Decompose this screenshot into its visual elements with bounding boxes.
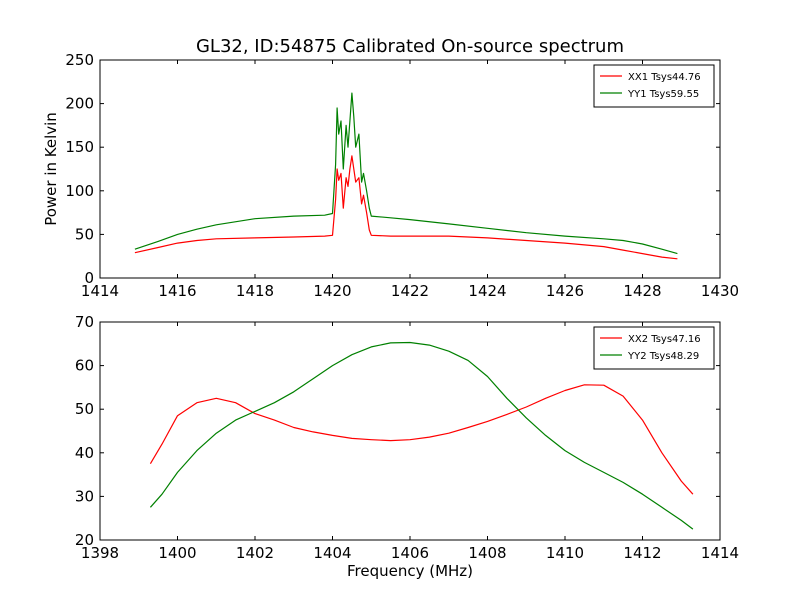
y-tick-label: 20 xyxy=(75,531,94,549)
x-tick-label: 1404 xyxy=(313,544,351,562)
x-tick-label: 1402 xyxy=(236,544,274,562)
y-tick-label: 40 xyxy=(75,444,94,462)
plots: 1414 1416 1418 1420 1422 1424 1426 1428 14300501… xyxy=(42,36,739,580)
x-tick-label: 1426 xyxy=(546,282,584,300)
x-tick-label: 1418 xyxy=(236,282,274,300)
x-tick-label: 1420 xyxy=(313,282,351,300)
legend-label: YY1 Tsys59.55 xyxy=(627,89,699,100)
y-tick-label: 200 xyxy=(65,95,94,113)
x-tick-label: 1406 xyxy=(391,544,429,562)
x-tick-label: 1408 xyxy=(468,544,506,562)
y-tick-label: 60 xyxy=(75,357,94,375)
legend-label: YY2 Tsys48.29 xyxy=(627,351,699,362)
chart-panel-2: 1398 1400 1402 1404 1406 1408 1410 1412 1414 20 30… xyxy=(75,313,739,580)
x-tick-label: 1414 xyxy=(701,544,739,562)
y-tick-label: 30 xyxy=(75,487,94,505)
y-axis-label: Power in Kelvin xyxy=(42,112,60,226)
series-line-2 xyxy=(149,341,694,530)
series-line-2 xyxy=(134,92,678,255)
chart-panel-1: 1414 1416 1418 1420 1422 1424 1426 1428 1430 0 50 1… xyxy=(42,36,739,300)
legend: XX1 Tsys44.76 YY1 Tsys59.55 xyxy=(593,64,715,108)
x-tick-label: 1430 xyxy=(701,282,739,300)
y-tick-label: 70 xyxy=(75,313,94,331)
legend: XX2 Tsys47.16 YY2 Tsys48.29 xyxy=(593,326,715,370)
x-tick-label: 1412 xyxy=(623,544,661,562)
chart-title: GL32, ID:54875 Calibrated On-source spec… xyxy=(196,36,624,57)
legend-label: XX1 Tsys44.76 xyxy=(628,72,701,83)
legend-box xyxy=(593,64,715,108)
x-tick-label: 1416 xyxy=(158,282,196,300)
series-line-1 xyxy=(149,384,694,495)
y-tick-label: 50 xyxy=(75,400,94,418)
x-axis-label: Frequency (MHz) xyxy=(347,562,473,580)
y-tick-label: 0 xyxy=(84,269,94,287)
series-line-1 xyxy=(134,155,678,260)
x-tick-label: 1410 xyxy=(546,544,584,562)
x-tick-label: 1400 xyxy=(158,544,196,562)
y-tick-label: 50 xyxy=(75,225,94,243)
legend-label: XX2 Tsys47.16 xyxy=(628,334,701,345)
x-tick-label: 1414 xyxy=(81,282,119,300)
y-tick-label: 150 xyxy=(65,138,94,156)
x-tick-label: 1424 xyxy=(468,282,506,300)
y-tick-label: 100 xyxy=(65,182,94,200)
x-tick-label: 1422 xyxy=(391,282,429,300)
x-tick-label: 1428 xyxy=(623,282,661,300)
y-tick-label: 250 xyxy=(65,51,94,69)
legend-box xyxy=(593,326,715,370)
x-tick-label: 1398 xyxy=(81,544,119,562)
